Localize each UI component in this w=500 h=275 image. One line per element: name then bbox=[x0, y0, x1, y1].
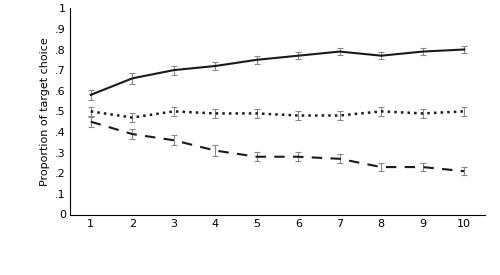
Y-axis label: Proportion of target choice: Proportion of target choice bbox=[40, 37, 50, 186]
